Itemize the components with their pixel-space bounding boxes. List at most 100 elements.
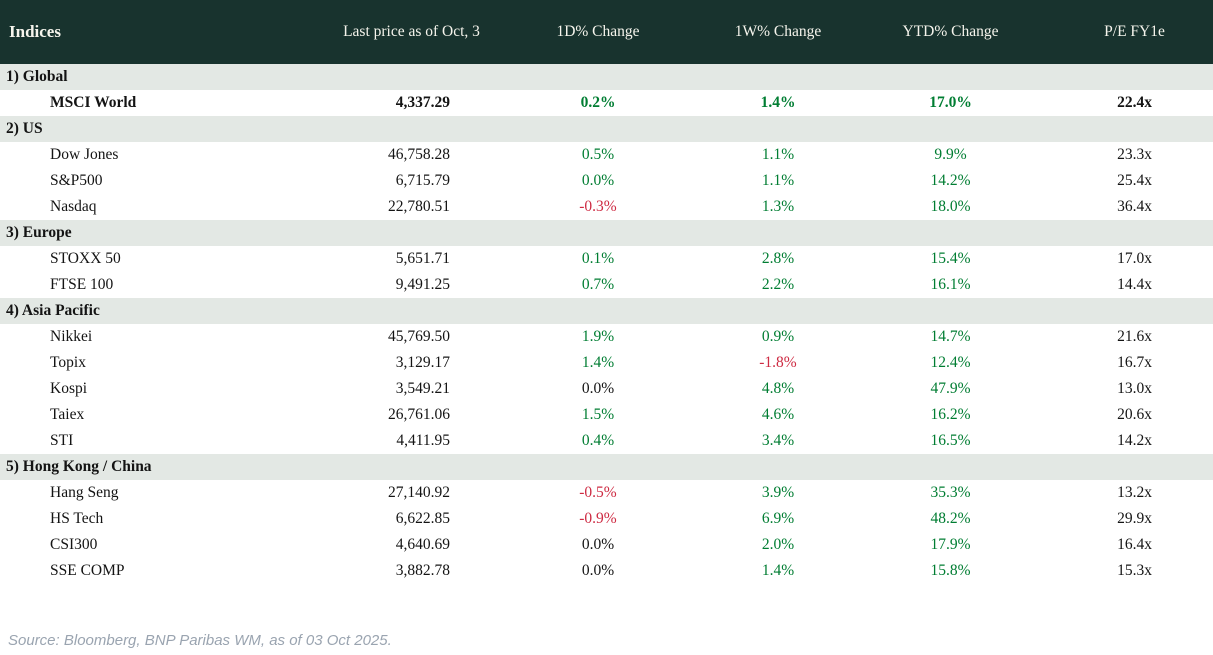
index-name-cell: Hang Seng — [50, 484, 119, 501]
d1-change-cell: 1.5% — [581, 406, 615, 423]
ytd-change-cell: 9.9% — [934, 146, 967, 163]
w1-change-cell: 1.1% — [761, 172, 795, 189]
ytd-change-cell: 15.4% — [930, 250, 971, 267]
section-label: 3) Europe — [0, 220, 1213, 246]
table-body: 1) Global MSCI World 4,337.29 0.2% 1.4% … — [0, 64, 1213, 584]
pe-cell: 13.2x — [1117, 484, 1152, 501]
d1-change-cell: 0.2% — [580, 94, 616, 111]
index-row: Nasdaq 22,780.51 -0.3% 1.3% 18.0% 36.4x — [0, 194, 1213, 220]
index-row: Nikkei 45,769.50 1.9% 0.9% 14.7% 21.6x — [0, 324, 1213, 350]
d1-change-cell: -0.5% — [579, 484, 617, 501]
pe-cell: 22.4x — [1117, 94, 1152, 111]
ytd-change-cell: 17.9% — [930, 536, 971, 553]
ytd-change-cell: 12.4% — [930, 354, 971, 371]
section-label: 1) Global — [0, 64, 1213, 90]
section-row: 3) Europe — [0, 220, 1213, 246]
w1-change-cell: 1.4% — [760, 94, 796, 111]
header-row: Indices Last price as of Oct, 3 1D% Chan… — [0, 0, 1213, 64]
index-name-cell: Nasdaq — [50, 198, 97, 215]
ytd-change-cell: 16.5% — [930, 432, 971, 449]
index-name-cell: SSE COMP — [50, 562, 125, 579]
last-price-cell: 5,651.71 — [395, 250, 450, 267]
indices-table: Indices Last price as of Oct, 3 1D% Chan… — [0, 0, 1213, 584]
d1-change-cell: 0.0% — [581, 562, 615, 579]
ytd-change-cell: 48.2% — [930, 510, 971, 527]
d1-change-cell: 0.5% — [581, 146, 615, 163]
index-row: Topix 3,129.17 1.4% -1.8% 12.4% 16.7x — [0, 350, 1213, 376]
ytd-change-cell: 15.8% — [930, 562, 971, 579]
last-price-cell: 4,640.69 — [395, 536, 450, 553]
column-header-pe-fy1e: P/E FY1e — [1018, 0, 1213, 64]
w1-change-cell: 1.1% — [761, 146, 795, 163]
last-price-cell: 46,758.28 — [388, 146, 450, 163]
d1-change-cell: 0.0% — [581, 172, 615, 189]
d1-change-cell: -0.9% — [579, 510, 617, 527]
pe-cell: 14.4x — [1117, 276, 1152, 293]
last-price-cell: 3,129.17 — [395, 354, 450, 371]
index-name-cell: Kospi — [50, 380, 88, 397]
index-name-cell: Dow Jones — [50, 146, 119, 163]
d1-change-cell: -0.3% — [579, 198, 617, 215]
column-header-last-price: Last price as of Oct, 3 — [300, 0, 523, 64]
index-row: FTSE 100 9,491.25 0.7% 2.2% 16.1% 14.4x — [0, 272, 1213, 298]
index-row: STI 4,411.95 0.4% 3.4% 16.5% 14.2x — [0, 428, 1213, 454]
ytd-change-cell: 16.1% — [930, 276, 971, 293]
w1-change-cell: 2.0% — [761, 536, 795, 553]
w1-change-cell: 2.8% — [761, 250, 795, 267]
index-name-cell: STOXX 50 — [50, 250, 121, 267]
index-row: SSE COMP 3,882.78 0.0% 1.4% 15.8% 15.3x — [0, 558, 1213, 584]
w1-change-cell: 6.9% — [761, 510, 795, 527]
d1-change-cell: 1.4% — [581, 354, 615, 371]
w1-change-cell: 3.9% — [761, 484, 795, 501]
w1-change-cell: 3.4% — [761, 432, 795, 449]
last-price-cell: 9,491.25 — [395, 276, 450, 293]
index-name-cell: S&P500 — [50, 172, 103, 189]
pe-cell: 17.0x — [1117, 250, 1152, 267]
section-label: 5) Hong Kong / China — [0, 454, 1213, 480]
d1-change-cell: 0.0% — [581, 380, 615, 397]
section-row: 2) US — [0, 116, 1213, 142]
last-price-cell: 45,769.50 — [388, 328, 450, 345]
index-row: Hang Seng 27,140.92 -0.5% 3.9% 35.3% 13.… — [0, 480, 1213, 506]
ytd-change-cell: 14.2% — [930, 172, 971, 189]
section-row: 1) Global — [0, 64, 1213, 90]
ytd-change-cell: 14.7% — [930, 328, 971, 345]
index-row: Taiex 26,761.06 1.5% 4.6% 16.2% 20.6x — [0, 402, 1213, 428]
pe-cell: 16.4x — [1117, 536, 1152, 553]
w1-change-cell: 1.4% — [761, 562, 795, 579]
pe-cell: 15.3x — [1117, 562, 1152, 579]
section-row: 5) Hong Kong / China — [0, 454, 1213, 480]
w1-change-cell: 1.3% — [761, 198, 795, 215]
pe-cell: 16.7x — [1117, 354, 1152, 371]
index-row: HS Tech 6,622.85 -0.9% 6.9% 48.2% 29.9x — [0, 506, 1213, 532]
pe-cell: 14.2x — [1117, 432, 1152, 449]
ytd-change-cell: 35.3% — [930, 484, 971, 501]
d1-change-cell: 0.1% — [581, 250, 615, 267]
index-row: Kospi 3,549.21 0.0% 4.8% 47.9% 13.0x — [0, 376, 1213, 402]
d1-change-cell: 0.0% — [581, 536, 615, 553]
column-header-1d-change: 1D% Change — [523, 0, 673, 64]
column-header-1w-change: 1W% Change — [673, 0, 883, 64]
pe-cell: 13.0x — [1117, 380, 1152, 397]
d1-change-cell: 0.4% — [581, 432, 615, 449]
index-name-cell: HS Tech — [50, 510, 104, 527]
last-price-cell: 22,780.51 — [388, 198, 450, 215]
pe-cell: 21.6x — [1117, 328, 1152, 345]
section-row: 4) Asia Pacific — [0, 298, 1213, 324]
index-row: Dow Jones 46,758.28 0.5% 1.1% 9.9% 23.3x — [0, 142, 1213, 168]
section-label: 4) Asia Pacific — [0, 298, 1213, 324]
last-price-cell: 4,411.95 — [396, 432, 450, 449]
section-label: 2) US — [0, 116, 1213, 142]
index-name-cell: FTSE 100 — [50, 276, 114, 293]
pe-cell: 20.6x — [1117, 406, 1152, 423]
w1-change-cell: 4.6% — [761, 406, 795, 423]
index-row: CSI300 4,640.69 0.0% 2.0% 17.9% 16.4x — [0, 532, 1213, 558]
last-price-cell: 6,622.85 — [395, 510, 450, 527]
w1-change-cell: -1.8% — [759, 354, 797, 371]
w1-change-cell: 0.9% — [761, 328, 795, 345]
w1-change-cell: 2.2% — [761, 276, 795, 293]
index-row: STOXX 50 5,651.71 0.1% 2.8% 15.4% 17.0x — [0, 246, 1213, 272]
index-name-cell: Nikkei — [50, 328, 93, 345]
w1-change-cell: 4.8% — [761, 380, 795, 397]
pe-cell: 25.4x — [1117, 172, 1152, 189]
